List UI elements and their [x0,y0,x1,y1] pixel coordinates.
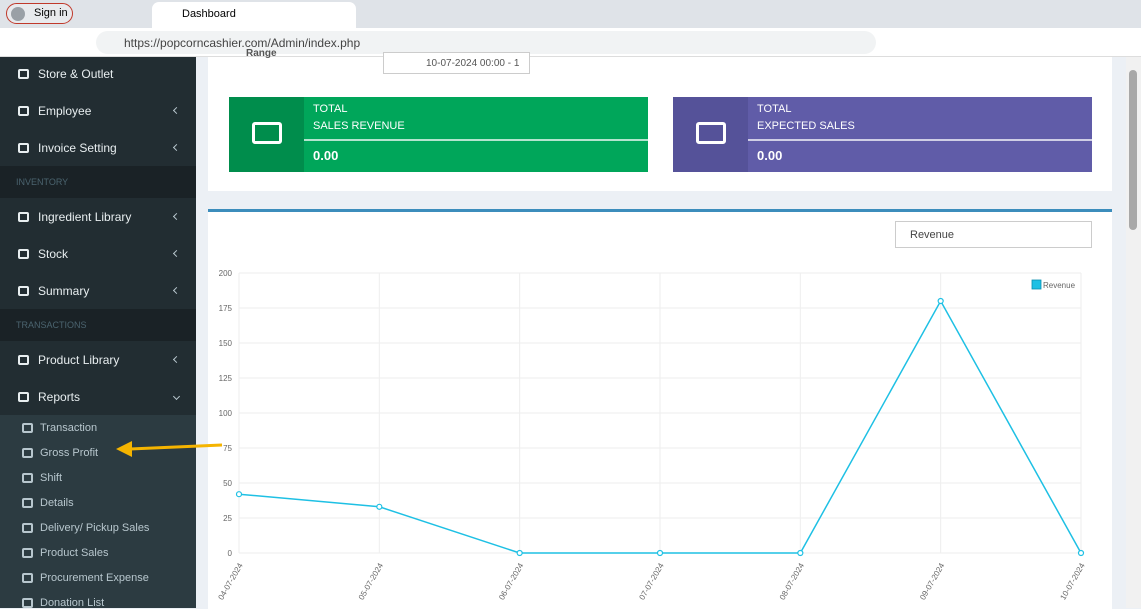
x-tick-label: 05-07-2024 [357,561,386,601]
point [516,549,523,557]
menu-icon [22,422,33,433]
y-tick-label: 125 [219,374,233,383]
menu-icon [22,597,33,608]
menu-icon [22,572,33,583]
card-value: 0.00 [757,148,783,163]
chart: 0 25 50 75 100 125 150 175 200 04-07-2024 05-07-20… [216,269,1087,601]
card-divider [304,139,648,141]
menu-item[interactable]: Store & Outlet [38,66,114,81]
point [656,549,664,557]
card-divider [748,139,1092,141]
menu-header: TRANSACTIONS [0,309,196,341]
y-tick-label: 175 [219,304,233,313]
point [235,491,243,498]
card-icon [696,122,726,144]
range-label: Range [246,48,277,59]
menu-icon [18,248,29,259]
x-tick-label: 10-07-2024 [1058,561,1087,601]
menu-icon [18,354,29,365]
annotation-arrow [116,441,223,457]
card-subtitle: SALES REVENUE [313,120,405,132]
y-tick-label: 150 [219,339,233,348]
card-icon [252,122,282,144]
card-value: 0.00 [313,148,339,163]
menu-item[interactable]: Invoice Setting [38,140,117,155]
menu-icon [18,105,29,116]
y-tick-label: 25 [223,514,232,523]
menu-icon [22,472,33,483]
menu-icon [18,68,29,79]
point [797,549,804,557]
card-subtitle: EXPECTED SALES [757,120,855,132]
x-tick-label: 07-07-2024 [637,561,666,601]
legend-swatch [1031,279,1042,290]
address-bar[interactable]: https://popcorncashier.com/Admin/index.p… [96,31,876,54]
menu-header: INVENTORY [0,166,196,198]
menu-subitem[interactable]: Donation List [0,590,196,608]
y-tick-label: 0 [228,549,233,558]
card-title: TOTAL [757,103,792,115]
menu-icon [22,447,33,458]
menu-item[interactable]: Reports [38,389,81,404]
x-tick-label: 08-07-2024 [778,561,807,601]
menu-icon [22,547,33,558]
card-title: TOTAL [313,103,348,115]
menu-item[interactable]: Summary [38,283,90,298]
y-tick-label: 200 [219,269,233,278]
menu-icon [18,211,29,222]
menu-item[interactable]: Stock [38,246,69,261]
menu-icon [22,497,33,508]
legend-label: Revenue [1043,281,1076,290]
menu-icon [18,391,29,402]
card-icon-box [673,97,748,172]
menu-item[interactable]: Employee [38,103,92,118]
sidebar: Store & Outlet Employee Invoice Setting INV… [0,57,196,608]
tab[interactable]: Dashboard [152,2,356,28]
menu-item[interactable]: Ingredient Library [38,209,132,224]
profile-icon [11,7,25,21]
x-tick-label: 09-07-2024 [918,561,947,601]
menu-icon [22,522,33,533]
menu-icon [18,285,29,296]
y-tick-label: 100 [219,409,233,418]
scrollbar-thumb [1129,70,1137,230]
card-icon-box [229,97,304,172]
point [1077,549,1085,557]
point [376,503,383,510]
y-tick-label: 75 [223,444,232,453]
y-tick-label: 50 [223,479,232,488]
menu-icon [18,142,29,153]
point [937,297,944,305]
x-tick-label: 06-07-2024 [497,561,526,601]
chart-select[interactable]: Revenue [895,221,1092,248]
x-tick-label: 04-07-2024 [216,561,245,601]
date-range-input[interactable]: 10-07-2024 00:00 - 1 [383,52,530,74]
menu-item[interactable]: Product Library [38,352,120,367]
